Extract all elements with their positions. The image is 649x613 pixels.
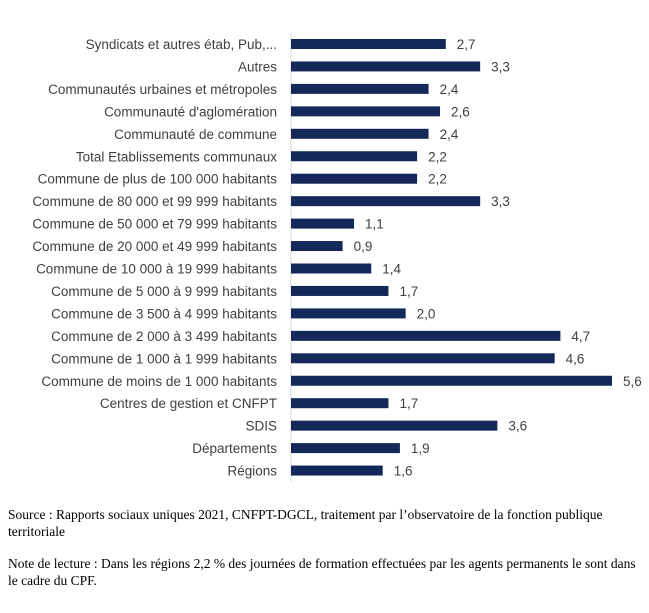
category-label: Commune de 3 500 à 4 999 habitants xyxy=(51,306,277,321)
bar xyxy=(291,330,561,341)
category-label: Commune de plus de 100 000 habitants xyxy=(38,172,278,187)
bar xyxy=(291,398,389,409)
bar xyxy=(291,151,418,162)
category-label: Commune de 2 000 à 3 499 habitants xyxy=(51,329,277,344)
data-label: 1,7 xyxy=(399,396,418,411)
bar xyxy=(291,106,441,117)
data-label: 3,3 xyxy=(491,194,510,209)
bar xyxy=(291,83,429,94)
bar xyxy=(291,218,355,229)
category-label: Départements xyxy=(192,441,277,456)
data-label: 4,7 xyxy=(571,329,590,344)
data-label: 2,0 xyxy=(417,306,436,321)
category-label: Commune de moins de 1 000 habitants xyxy=(41,374,277,389)
bar xyxy=(291,61,481,72)
category-label: Régions xyxy=(227,464,277,479)
category-label: Communautés urbaines et métropoles xyxy=(48,82,277,97)
bar xyxy=(291,196,481,207)
bar xyxy=(291,241,343,252)
data-label: 1,4 xyxy=(382,262,401,277)
category-label: Commune de 1 000 à 1 999 habitants xyxy=(51,351,277,366)
data-label: 3,6 xyxy=(508,419,527,434)
category-label: Communauté d'aglomération xyxy=(104,104,277,119)
data-label: 2,4 xyxy=(440,82,459,97)
data-label: 2,6 xyxy=(451,104,470,119)
category-label: Commune de 20 000 et 49 999 habitants xyxy=(32,239,277,254)
bar xyxy=(291,465,383,476)
category-label: Commune de 10 000 à 19 999 habitants xyxy=(36,262,277,277)
bar xyxy=(291,353,555,364)
source-note: Source : Rapports sociaux uniques 2021, … xyxy=(8,507,603,539)
data-label: 5,6 xyxy=(623,374,642,389)
bar xyxy=(291,375,612,386)
data-label: 1,7 xyxy=(399,284,418,299)
bar xyxy=(291,308,406,319)
data-label: 4,6 xyxy=(566,351,585,366)
reading-note: Note de lecture : Dans les régions 2,2 %… xyxy=(8,556,636,588)
bar xyxy=(291,443,400,454)
data-label: 0,9 xyxy=(354,239,373,254)
category-label: Syndicats et autres étab, Pub,... xyxy=(86,37,277,52)
category-label: SDIS xyxy=(245,419,277,434)
category-label: Commune de 50 000 et 79 999 habitants xyxy=(32,217,277,232)
bar xyxy=(291,285,389,296)
bar-chart: Syndicats et autres étab, Pub,... 2,7 Autr… xyxy=(32,32,642,482)
data-label: 2,2 xyxy=(428,172,447,187)
category-label: Commune de 5 000 à 9 999 habitants xyxy=(51,284,277,299)
bar xyxy=(291,39,446,49)
data-label: 1,1 xyxy=(365,217,384,232)
category-label: Communauté de commune xyxy=(114,127,277,142)
data-label: 1,9 xyxy=(411,441,430,456)
category-label: Autres xyxy=(238,59,277,74)
bar xyxy=(291,263,372,274)
bar xyxy=(291,128,429,139)
bar xyxy=(291,173,418,184)
data-label: 2,2 xyxy=(428,149,447,164)
data-label: 2,7 xyxy=(457,37,476,52)
category-label: Commune de 80 000 et 99 999 habitants xyxy=(32,194,277,209)
data-label: 2,4 xyxy=(440,127,459,142)
bar xyxy=(291,420,498,431)
category-label: Centres de gestion et CNFPT xyxy=(100,396,277,411)
category-label: Total Etablissements communaux xyxy=(76,149,277,164)
data-label: 3,3 xyxy=(491,59,510,74)
data-label: 1,6 xyxy=(394,464,413,479)
